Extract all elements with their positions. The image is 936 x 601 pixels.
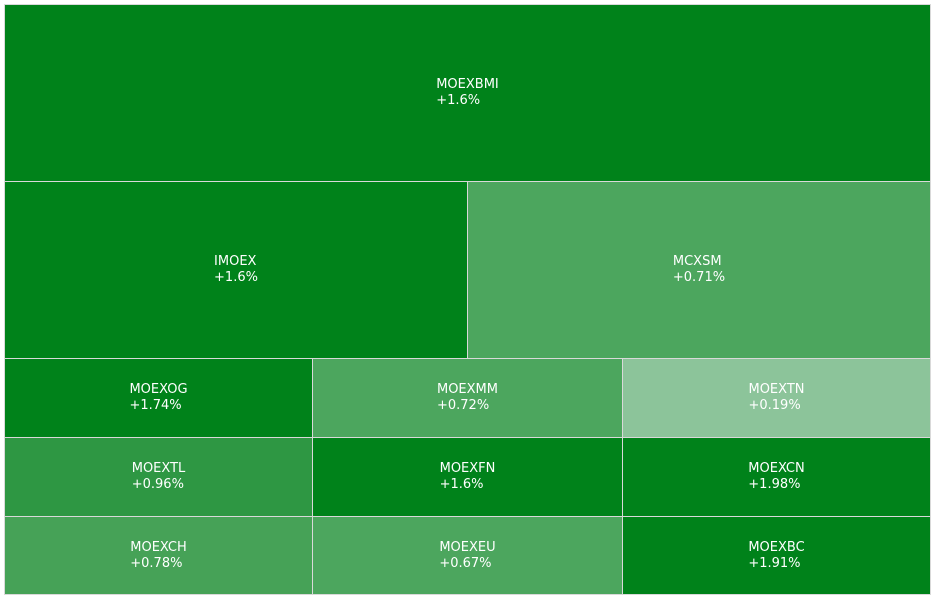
tile-label-group: MOEXMM +0.72% <box>437 382 498 414</box>
tile-change-label: +0.96% <box>131 477 184 492</box>
treemap-tile-moexog[interactable]: MOEXOG +1.74% <box>4 358 313 438</box>
tile-change-label: +1.74% <box>129 398 182 413</box>
tile-name-label: IMOEX <box>214 254 257 269</box>
treemap-tile-imoex[interactable]: IMOEX +1.6% <box>4 181 468 359</box>
tile-name-label: MOEXTN <box>748 382 805 397</box>
tile-name-label: MOEXBC <box>748 539 805 555</box>
tile-label-group: MCXSM +0.71% <box>673 254 725 286</box>
tile-change-label: +1.6% <box>439 477 484 492</box>
tile-label-group: IMOEX +1.6% <box>214 254 258 286</box>
tile-label-group: MOEXTN +0.19% <box>748 382 804 414</box>
tile-name-label: MOEXFN <box>439 461 496 476</box>
treemap-tile-moextn[interactable]: MOEXTN +0.19% <box>622 358 931 438</box>
treemap-tile-moexmm[interactable]: MOEXMM +0.72% <box>312 358 623 438</box>
tile-name-label: MOEXBMI <box>436 77 499 92</box>
tile-change-label: +0.19% <box>748 398 801 413</box>
tile-change-label: +1.6% <box>214 270 258 285</box>
tile-change-label: +1.91% <box>748 555 801 571</box>
tile-label-group: MOEXFN +1.6% <box>440 461 496 493</box>
tile-name-label: MOEXMM <box>436 382 498 397</box>
tile-name-label: MOEXEU <box>439 539 496 555</box>
tile-change-label: +0.67% <box>439 555 492 571</box>
treemap-tile-moextl[interactable]: MOEXTL +0.96% <box>4 437 313 517</box>
tile-change-label: +0.78% <box>130 555 183 571</box>
treemap-tile-moexcn[interactable]: MOEXCN +1.98% <box>622 437 931 517</box>
treemap-tile-mcxsm[interactable]: MCXSM +0.71% <box>467 181 931 359</box>
tile-name-label: MOEXCN <box>748 461 805 476</box>
treemap-tile-moexfn[interactable]: MOEXFN +1.6% <box>312 437 623 517</box>
tile-name-label: MOEXCH <box>130 539 187 555</box>
tile-change-label: +1.98% <box>748 477 801 492</box>
tile-label-group: MOEXBMI +1.6% <box>436 77 499 109</box>
treemap-tile-moexbc[interactable]: MOEXBC +1.91% <box>622 516 931 595</box>
tile-label-group: MOEXOG +1.74% <box>129 382 187 414</box>
tile-change-label: +1.6% <box>436 93 481 108</box>
tile-label-group: MOEXEU +0.67% <box>439 540 495 572</box>
tile-label-group: MOEXCH +0.78% <box>130 540 186 572</box>
tile-name-label: MOEXTL <box>131 461 186 476</box>
tile-change-label: +0.72% <box>436 398 490 413</box>
treemap-tile-moexbmi[interactable]: MOEXBMI +1.6% <box>4 4 931 182</box>
tile-name-label: MOEXOG <box>129 382 188 397</box>
treemap-tile-moexeu[interactable]: MOEXEU +0.67% <box>312 516 623 595</box>
tile-label-group: MOEXBC +1.91% <box>748 540 804 572</box>
tile-change-label: +0.71% <box>672 270 726 285</box>
tile-label-group: MOEXCN +1.98% <box>748 461 804 493</box>
tile-name-label: MCXSM <box>672 254 722 269</box>
treemap-tile-moexch[interactable]: MOEXCH +0.78% <box>4 516 313 595</box>
tile-label-group: MOEXTL +0.96% <box>132 461 186 493</box>
